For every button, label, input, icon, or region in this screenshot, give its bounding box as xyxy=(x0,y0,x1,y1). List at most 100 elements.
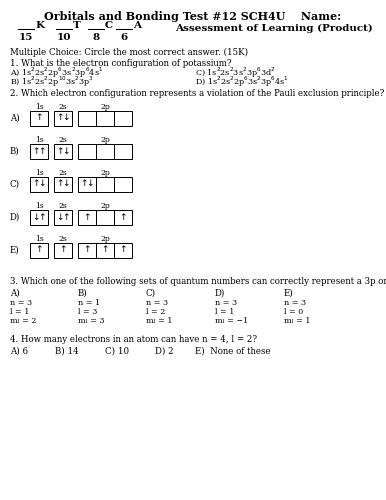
Text: B) 1s$^2$2s$^2$2p$^{10}$3s$^2$3p$^3$: B) 1s$^2$2s$^2$2p$^{10}$3s$^2$3p$^3$ xyxy=(10,75,94,89)
Text: T: T xyxy=(73,22,81,30)
Text: Multiple Choice: Circle the most correct answer. (15K): Multiple Choice: Circle the most correct… xyxy=(10,48,248,56)
Text: C: C xyxy=(105,22,113,30)
Bar xyxy=(96,144,114,158)
Text: 1s: 1s xyxy=(35,169,43,177)
Text: ↑: ↑ xyxy=(32,180,40,188)
Text: l = 3: l = 3 xyxy=(78,308,97,316)
Text: 15: 15 xyxy=(19,34,33,42)
Bar xyxy=(96,110,114,126)
Text: D): D) xyxy=(215,288,225,298)
Text: E)  None of these: E) None of these xyxy=(195,346,271,356)
Bar xyxy=(78,242,96,258)
Bar xyxy=(96,210,114,224)
Text: 2s: 2s xyxy=(59,202,68,210)
Text: D) 1s$^2$2s$^2$2p$^6$3s$^2$3p$^6$4s$^1$: D) 1s$^2$2s$^2$2p$^6$3s$^2$3p$^6$4s$^1$ xyxy=(195,75,289,89)
Bar xyxy=(114,144,132,158)
Text: A): A) xyxy=(10,288,20,298)
Text: 2s: 2s xyxy=(59,169,68,177)
Bar xyxy=(78,210,96,224)
Text: 2p: 2p xyxy=(100,235,110,243)
Text: A): A) xyxy=(10,114,20,122)
Text: 6: 6 xyxy=(120,34,128,42)
Text: n = 3: n = 3 xyxy=(284,299,306,307)
Text: ↑: ↑ xyxy=(35,114,43,122)
Bar xyxy=(96,176,114,192)
Bar xyxy=(54,176,72,192)
Text: ↓: ↓ xyxy=(32,212,40,222)
Bar xyxy=(114,176,132,192)
Text: l = 1: l = 1 xyxy=(10,308,29,316)
Text: B): B) xyxy=(78,288,88,298)
Text: l = 1: l = 1 xyxy=(215,308,234,316)
Text: 3. Which one of the following sets of quantum numbers can correctly represent a : 3. Which one of the following sets of qu… xyxy=(10,278,386,286)
Text: 1s: 1s xyxy=(35,103,43,111)
Bar xyxy=(54,242,72,258)
Text: mₗ = −1: mₗ = −1 xyxy=(215,317,248,325)
Text: 10: 10 xyxy=(57,34,71,42)
Text: 2s: 2s xyxy=(59,103,68,111)
Bar xyxy=(30,144,48,158)
Text: ↑: ↑ xyxy=(56,114,64,122)
Text: E): E) xyxy=(10,246,20,254)
Bar xyxy=(30,176,48,192)
Bar xyxy=(114,110,132,126)
Text: n = 3: n = 3 xyxy=(215,299,237,307)
Bar xyxy=(78,144,96,158)
Text: A: A xyxy=(133,22,141,30)
Text: C) 10: C) 10 xyxy=(105,346,129,356)
Text: 1. What is the electron configuration of potassium?: 1. What is the electron configuration of… xyxy=(10,58,232,68)
Text: mₗ = 2: mₗ = 2 xyxy=(10,317,37,325)
Text: 2s: 2s xyxy=(59,235,68,243)
Bar xyxy=(114,210,132,224)
Bar xyxy=(54,144,72,158)
Text: ↓: ↓ xyxy=(62,146,70,156)
Bar xyxy=(78,176,96,192)
Text: ↑: ↑ xyxy=(38,212,46,222)
Text: A) 1s$^2$2s$^2$2p$^6$3s$^2$3p$^6$4s$^1$: A) 1s$^2$2s$^2$2p$^6$3s$^2$3p$^6$4s$^1$ xyxy=(10,66,103,80)
Text: ↓: ↓ xyxy=(38,180,46,188)
Text: mₗ = 1: mₗ = 1 xyxy=(146,317,173,325)
Text: ↑: ↑ xyxy=(56,146,64,156)
Text: ↓: ↓ xyxy=(62,114,70,122)
Text: n = 3: n = 3 xyxy=(10,299,32,307)
Text: 2p: 2p xyxy=(100,169,110,177)
Bar xyxy=(114,242,132,258)
Text: Orbitals and Bonding Test #12 SCH4U    Name:: Orbitals and Bonding Test #12 SCH4U Name… xyxy=(44,10,342,22)
Text: ↑: ↑ xyxy=(38,146,46,156)
Text: D) 2: D) 2 xyxy=(155,346,174,356)
Text: D): D) xyxy=(10,212,20,222)
Text: 2p: 2p xyxy=(100,136,110,144)
Text: C): C) xyxy=(10,180,20,188)
Text: mₗ = 1: mₗ = 1 xyxy=(284,317,310,325)
Text: ↑: ↑ xyxy=(35,246,43,254)
Text: ↑: ↑ xyxy=(62,212,70,222)
Text: K: K xyxy=(35,22,44,30)
Bar xyxy=(30,210,48,224)
Text: E): E) xyxy=(284,288,294,298)
Text: ↑: ↑ xyxy=(119,212,127,222)
Text: ↑: ↑ xyxy=(119,246,127,254)
Text: 2p: 2p xyxy=(100,202,110,210)
Text: 1s: 1s xyxy=(35,235,43,243)
Text: ↑: ↑ xyxy=(80,180,88,188)
Text: B): B) xyxy=(10,146,20,156)
Text: mₗ = 3: mₗ = 3 xyxy=(78,317,105,325)
Text: 1s: 1s xyxy=(35,202,43,210)
Text: ↑: ↑ xyxy=(32,146,40,156)
Bar xyxy=(30,110,48,126)
Text: ↓: ↓ xyxy=(86,180,94,188)
Text: 2p: 2p xyxy=(100,103,110,111)
Text: ↑: ↑ xyxy=(83,212,91,222)
Text: 2. Which electron configuration represents a violation of the Pauli exclusion pr: 2. Which electron configuration represen… xyxy=(10,90,384,98)
Text: ↑: ↑ xyxy=(101,246,109,254)
Text: A) 6: A) 6 xyxy=(10,346,28,356)
Text: ↓: ↓ xyxy=(56,212,64,222)
Text: 4. How many electrons in an atom can have n = 4, l = 2?: 4. How many electrons in an atom can hav… xyxy=(10,336,257,344)
Text: l = 2: l = 2 xyxy=(146,308,165,316)
Text: Assessment of Learning (Product): Assessment of Learning (Product) xyxy=(175,24,373,32)
Text: ↑: ↑ xyxy=(83,246,91,254)
Bar xyxy=(96,242,114,258)
Text: n = 3: n = 3 xyxy=(146,299,168,307)
Text: 2s: 2s xyxy=(59,136,68,144)
Text: 1s: 1s xyxy=(35,136,43,144)
